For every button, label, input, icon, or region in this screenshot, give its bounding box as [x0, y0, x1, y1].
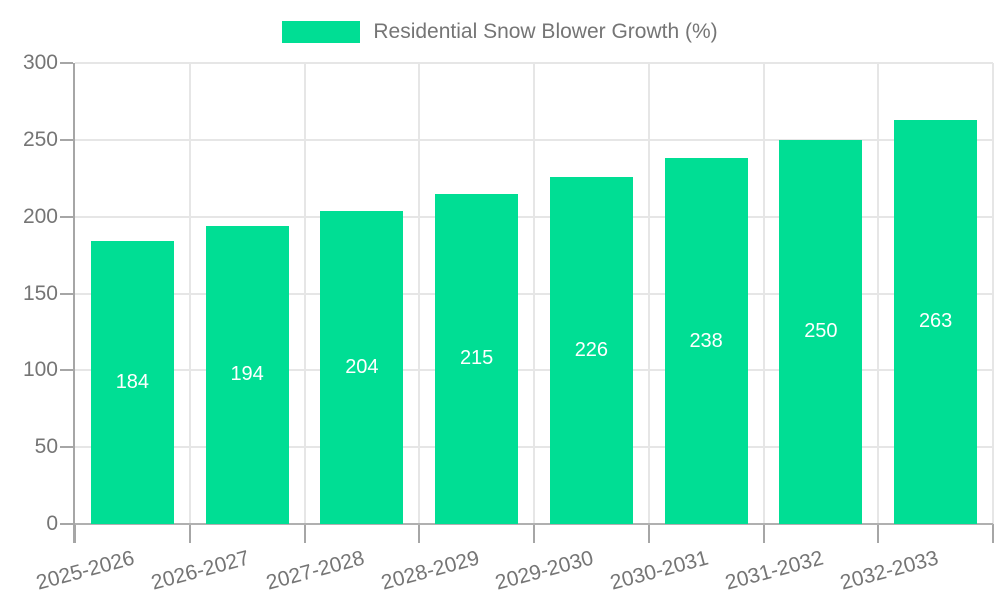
y-axis-tick-mark — [60, 369, 73, 372]
y-axis-tick-label: 50 — [34, 435, 58, 459]
bar-value-label: 226 — [574, 338, 609, 361]
bar[interactable]: 204 — [320, 210, 404, 524]
bar[interactable]: 194 — [205, 225, 289, 524]
x-axis-tick-mark — [762, 524, 765, 543]
bar[interactable]: 263 — [894, 119, 978, 524]
y-axis-tick-mark — [60, 62, 73, 64]
x-axis-tick-mark — [533, 524, 535, 543]
gridline-vertical — [877, 63, 880, 524]
x-axis-tick-mark — [418, 524, 421, 543]
x-axis-tick-mark — [303, 524, 306, 543]
y-axis-line — [73, 63, 75, 543]
bar[interactable]: 215 — [435, 193, 519, 524]
x-axis-tick-mark — [647, 524, 650, 543]
gridline-vertical — [533, 63, 535, 524]
bar-value-label: 184 — [115, 371, 150, 394]
x-axis-tick-mark — [74, 524, 76, 543]
y-axis-tick-label: 200 — [22, 204, 58, 228]
bar-value-label: 238 — [689, 329, 723, 352]
gridline-vertical — [303, 63, 306, 524]
y-axis-tick-label: 300 — [22, 51, 58, 74]
legend-swatch — [282, 21, 361, 43]
y-axis-tick-label: 250 — [22, 127, 58, 151]
bar-value-label: 250 — [804, 320, 838, 343]
x-axis-baseline — [75, 523, 993, 525]
gridline-vertical — [992, 63, 994, 524]
bar[interactable]: 238 — [664, 158, 748, 524]
bar-value-label: 215 — [459, 347, 494, 370]
y-axis-tick-label: 0 — [46, 512, 58, 535]
x-axis-tick-mark — [877, 524, 880, 543]
y-axis-tick-mark — [60, 523, 73, 525]
x-axis-tick-mark — [992, 524, 994, 543]
bar-value-label: 263 — [918, 310, 953, 333]
bar[interactable]: 250 — [779, 139, 863, 524]
bar-value-label: 204 — [345, 355, 379, 378]
gridline-vertical — [762, 63, 765, 524]
y-axis-tick-mark — [60, 446, 73, 449]
y-axis-tick-label: 150 — [22, 281, 58, 305]
y-axis-tick-label: 100 — [22, 358, 58, 382]
y-axis-tick-mark — [60, 292, 73, 295]
gridline-vertical — [418, 63, 421, 524]
bar[interactable]: 184 — [90, 241, 174, 524]
x-axis-tick-mark — [188, 524, 191, 543]
bar[interactable]: 226 — [549, 176, 633, 524]
gridline-vertical — [188, 63, 191, 524]
bar-value-label: 194 — [230, 363, 264, 386]
y-axis-tick-mark — [60, 215, 73, 218]
y-axis-tick-mark — [60, 138, 73, 141]
gridline-vertical — [647, 63, 650, 524]
legend-label: Residential Snow Blower Growth (%) — [373, 20, 718, 43]
legend[interactable]: Residential Snow Blower Growth (%) — [0, 20, 1000, 44]
